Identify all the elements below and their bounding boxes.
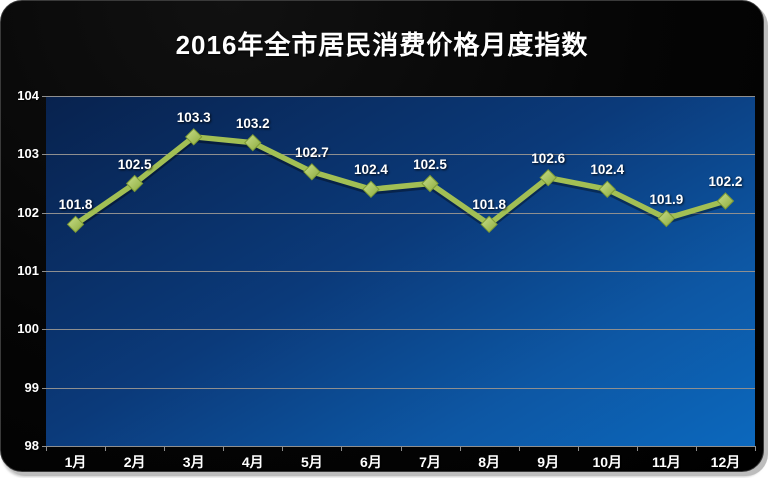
data-point-marker: [66, 215, 85, 234]
data-point-label: 102.4: [354, 162, 388, 178]
x-axis-label: 8月: [478, 454, 501, 470]
x-axis-label: 3月: [182, 454, 205, 470]
y-axis-label: 103: [17, 146, 39, 162]
plot-area: [42, 96, 756, 451]
x-axis-label: 10月: [592, 454, 623, 470]
data-point-label: 102.7: [294, 144, 329, 160]
data-point-marker: [421, 174, 439, 193]
x-axis: 1月 2月 3月 4月 5月 6月 7月 8月 9月 10月 11月 12月: [1, 1, 763, 471]
chart-widget: 2016年全市居民消费价格月度指数 98 99 100 101 102 103 104 1月…: [0, 0, 764, 472]
x-axis-label: 5月: [300, 454, 323, 470]
data-point-marker: [303, 163, 321, 181]
data-point-marker: [362, 180, 380, 199]
x-axis-label: 2月: [123, 454, 146, 470]
data-point-marker: [657, 209, 676, 228]
data-point-label: 102.2: [708, 174, 743, 189]
data-point-marker: [244, 133, 262, 152]
data-point-label: 103.2: [235, 115, 270, 131]
data-labels-layer: 101.8 102.5 103.3 103.2 102.7 102.4 102.5 101.8…: [1, 1, 763, 471]
data-point-marker: [598, 180, 616, 199]
y-axis-label: 102: [17, 204, 39, 220]
data-point-marker: [185, 128, 203, 146]
chart-title: 2016年全市居民消费价格月度指数: [175, 30, 589, 60]
data-point-marker: [480, 215, 498, 234]
data-point-label: 102.6: [531, 150, 566, 166]
x-axis-label: 9月: [537, 454, 560, 470]
data-point-label: 101.8: [58, 197, 93, 213]
x-axis-label: 7月: [419, 454, 441, 470]
y-axis: 98 99 100 101 102 103 104: [1, 1, 763, 471]
chart-svg: [42, 96, 756, 451]
y-axis-label: 101: [17, 263, 39, 278]
x-axis-label: 11月: [651, 454, 681, 470]
data-point-marker: [539, 168, 557, 187]
series-line: [72, 134, 729, 228]
x-axis-label: 6月: [360, 454, 382, 470]
x-axis-label: 4月: [241, 454, 264, 470]
y-axis-label: 100: [17, 321, 39, 337]
data-point-label: 101.9: [649, 191, 684, 207]
x-axis-label: 1月: [64, 454, 87, 470]
data-point-label: 103.3: [176, 109, 211, 125]
y-axis-label: 99: [24, 379, 39, 395]
data-point-marker: [716, 192, 735, 210]
data-point-marker: [125, 174, 144, 193]
y-axis-label: 98: [24, 438, 39, 453]
y-axis-label: 104: [17, 88, 39, 103]
data-point-label: 102.5: [117, 156, 152, 172]
x-axis-label: 12月: [710, 454, 741, 470]
data-point-label: 102.4: [590, 162, 625, 178]
data-point-label: 102.5: [413, 156, 447, 172]
data-point-label: 101.8: [472, 197, 507, 213]
